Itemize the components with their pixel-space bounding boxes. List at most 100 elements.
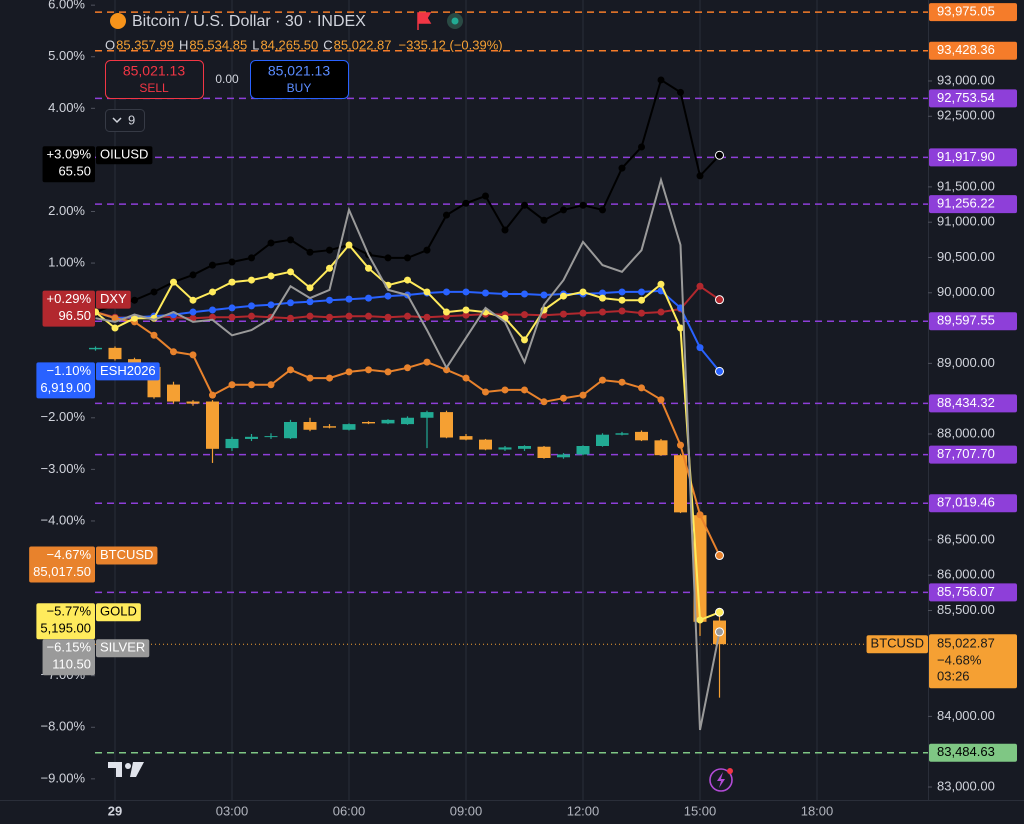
series-point [365, 264, 372, 272]
indicators-toggle[interactable] [105, 109, 145, 132]
series-point [111, 314, 119, 322]
x-tick-label: 15:00 [684, 803, 717, 818]
series-point [501, 290, 509, 298]
series-point [287, 236, 294, 244]
buy-button[interactable] [250, 60, 349, 99]
sell-label: SELL [139, 81, 169, 95]
series-point [677, 441, 684, 449]
series-price: 65.50 [58, 164, 91, 179]
series-point [462, 311, 470, 319]
series-point [501, 226, 509, 234]
alert-icon[interactable] [709, 768, 733, 792]
indicators-count: 9 [128, 112, 135, 127]
ohlc-key: H [179, 37, 188, 52]
series-name: BTCUSD [100, 547, 153, 562]
series-point [228, 381, 236, 389]
candle-body [381, 419, 395, 424]
series-point [638, 143, 645, 151]
candle-body [362, 421, 375, 424]
series-point [696, 511, 704, 519]
series-point [521, 290, 528, 298]
series-point [521, 311, 528, 319]
ohlc-value: 84,265.50 [260, 37, 318, 52]
candle-body [323, 426, 336, 428]
series-point [599, 294, 606, 302]
y2-tick-label: −3.00% [41, 461, 86, 476]
series-point [715, 295, 724, 305]
series-point [521, 336, 528, 344]
series-point [189, 271, 197, 279]
last-price-countdown: 03:26 [937, 669, 970, 684]
candle-body [596, 434, 609, 446]
series-point [306, 312, 314, 320]
series-point [618, 307, 626, 315]
series-point [443, 288, 450, 296]
series-lines [92, 76, 724, 731]
series-point [189, 351, 197, 359]
series-price: 6,919.00 [40, 380, 91, 395]
last-price-label: 85,022.87 [937, 636, 995, 651]
candle-body [557, 454, 570, 458]
series-name-box [96, 146, 153, 165]
y-tick-label: 92,500.00 [937, 108, 995, 123]
series-point [638, 384, 645, 392]
series-tag: +0.29% 96.50 DXY [42, 290, 131, 327]
ohlc-line: O 85,357.99 H 85,534.85 L 84,265.50 C 85,022.87… [105, 37, 503, 52]
series-name: OILUSD [100, 147, 148, 162]
series-point [131, 314, 138, 322]
candle-body [264, 436, 278, 438]
price-line-label-box [929, 41, 1017, 60]
price-line-label: 92,753.54 [937, 90, 995, 105]
price-line-label: 87,019.46 [937, 495, 995, 510]
candle-body [479, 439, 492, 450]
series-point [715, 627, 724, 637]
series-point [638, 309, 645, 317]
series-point [423, 358, 431, 366]
series-point [715, 607, 724, 617]
flag-icon[interactable] [417, 12, 432, 30]
y2-tick-label: 6.00% [48, 0, 85, 12]
series-point [599, 376, 606, 384]
x-tick-label: 12:00 [567, 803, 600, 818]
price-line-label: 93,428.36 [937, 42, 995, 57]
series-price: 96.50 [58, 308, 91, 323]
series-point [228, 258, 236, 266]
series-point [657, 76, 665, 84]
ohlc-change: −335.12 (−0.39%) [399, 37, 503, 52]
series-point [326, 296, 333, 304]
series-point [267, 239, 275, 247]
series-point [696, 344, 704, 352]
series-tag-box [36, 603, 95, 640]
last-price-name-box [866, 635, 928, 654]
series-name: DXY [100, 291, 127, 306]
price-line-label-box [929, 195, 1017, 214]
candle-body [674, 455, 687, 513]
series-point [189, 308, 197, 316]
alert-circle[interactable] [709, 768, 733, 792]
series-point [579, 309, 587, 317]
price-line-label-box [929, 312, 1017, 331]
y-tick-label: 90,500.00 [937, 249, 995, 264]
candle-body [167, 384, 180, 402]
symbol-title[interactable]: Bitcoin / U.S. Dollar · 30 · INDEX [132, 13, 366, 30]
sell-button[interactable] [105, 60, 204, 99]
price-line-label-box [929, 394, 1017, 413]
y-tick-label: 89,000.00 [937, 355, 995, 370]
bitcoin-icon [110, 13, 126, 29]
candle-body [401, 417, 414, 425]
series-point [248, 381, 255, 389]
series-point [443, 211, 450, 219]
series-tag-box [36, 362, 95, 399]
series-change: +3.09% [47, 147, 92, 162]
price-line-label: 85,756.07 [937, 584, 995, 599]
series-point [287, 366, 294, 374]
series-point [345, 295, 353, 303]
candle-body [420, 412, 434, 418]
logo-part [130, 762, 144, 777]
ohlc-value: 85,357.99 [116, 37, 174, 52]
series-point [715, 150, 724, 160]
series-line [95, 176, 721, 731]
y2-tick-label: 2.00% [48, 203, 85, 218]
series-point [150, 288, 158, 296]
series-point [404, 254, 411, 262]
